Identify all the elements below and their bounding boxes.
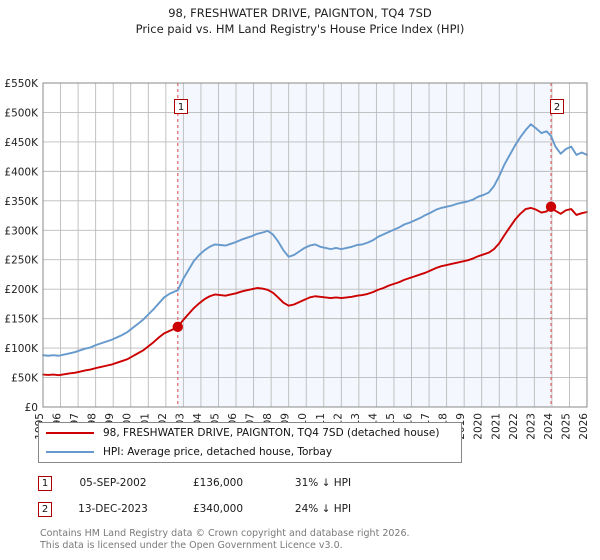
footer-line-2: This data is licensed under the Open Gov… <box>40 539 343 551</box>
legend-swatch-hpi <box>46 450 94 453</box>
svg-text:£350K: £350K <box>4 196 39 208</box>
series-lines <box>42 123 588 377</box>
chart-titles: 98, FRESHWATER DRIVE, PAIGNTON, TQ4 7SD … <box>0 0 600 37</box>
svg-text:2026: 2026 <box>578 413 590 440</box>
price-history-chart: £0 £50K £100K £150K £200K £250K £300K £350K £400… <box>4 78 590 440</box>
svg-text:£250K: £250K <box>4 255 39 267</box>
svg-text:£500K: £500K <box>4 107 39 119</box>
sale-point-markers <box>172 201 557 333</box>
svg-text:£0: £0 <box>25 402 38 414</box>
svg-text:2024: 2024 <box>543 413 555 440</box>
sale-marker-badge-1[interactable]: 1 <box>174 99 188 114</box>
svg-text:£50K: £50K <box>11 373 39 385</box>
attribution-footer: Contains HM Land Registry data © Crown c… <box>40 528 410 551</box>
svg-text:2020: 2020 <box>473 413 485 440</box>
sale-price: £136,000 <box>192 477 244 489</box>
sale-marker-badge-2[interactable]: 2 <box>550 99 564 114</box>
svg-text:2021: 2021 <box>490 413 502 440</box>
shaded-ownership-band <box>177 83 552 407</box>
legend-swatch-property <box>46 431 94 434</box>
table-row[interactable]: 1 05-SEP-2002 £136,000 31% ↓ HPI <box>38 470 558 496</box>
svg-text:£550K: £550K <box>4 78 39 90</box>
svg-text:2025: 2025 <box>560 413 572 440</box>
table-row[interactable]: 2 13-DEC-2023 £340,000 24% ↓ HPI <box>38 496 558 522</box>
svg-text:£200K: £200K <box>4 284 39 296</box>
plot-frame <box>42 82 588 408</box>
legend-item-property: 98, FRESHWATER DRIVE, PAIGNTON, TQ4 7SD … <box>39 423 461 442</box>
svg-text:£100K: £100K <box>4 343 39 355</box>
svg-text:£450K: £450K <box>4 137 39 149</box>
page-title: 98, FRESHWATER DRIVE, PAIGNTON, TQ4 7SD <box>168 6 432 20</box>
chart-container: £0 £50K £100K £150K £200K £250K £300K £350K £400… <box>0 37 600 440</box>
svg-text:£150K: £150K <box>4 314 39 326</box>
y-axis-labels: £0 £50K £100K £150K £200K £250K £300K £350K £400… <box>4 78 39 414</box>
sale-date: 13-DEC-2023 <box>78 503 148 515</box>
sale-date: 05-SEP-2002 <box>79 477 147 489</box>
sale-hpi-delta: 31% ↓ HPI <box>294 477 352 489</box>
sales-table: 1 05-SEP-2002 £136,000 31% ↓ HPI 2 13-DE… <box>38 470 558 522</box>
sale-index-badge: 1 <box>38 475 52 491</box>
legend-label-hpi: HPI: Average price, detached house, Torb… <box>103 445 333 458</box>
legend-label-property: 98, FRESHWATER DRIVE, PAIGNTON, TQ4 7SD … <box>103 426 440 439</box>
svg-text:2022: 2022 <box>508 413 520 440</box>
svg-text:£300K: £300K <box>4 225 39 237</box>
sale-hpi-delta: 24% ↓ HPI <box>294 503 352 515</box>
svg-text:2023: 2023 <box>525 413 537 440</box>
sale-price: £340,000 <box>192 503 244 515</box>
svg-text:£400K: £400K <box>4 166 39 178</box>
footer-line-1: Contains HM Land Registry data © Crown c… <box>40 528 410 539</box>
legend-item-hpi: HPI: Average price, detached house, Torb… <box>39 442 461 461</box>
page-subtitle: Price paid vs. HM Land Registry's House … <box>135 22 465 36</box>
chart-legend: 98, FRESHWATER DRIVE, PAIGNTON, TQ4 7SD … <box>38 422 462 463</box>
sale-index-badge: 2 <box>38 501 52 517</box>
